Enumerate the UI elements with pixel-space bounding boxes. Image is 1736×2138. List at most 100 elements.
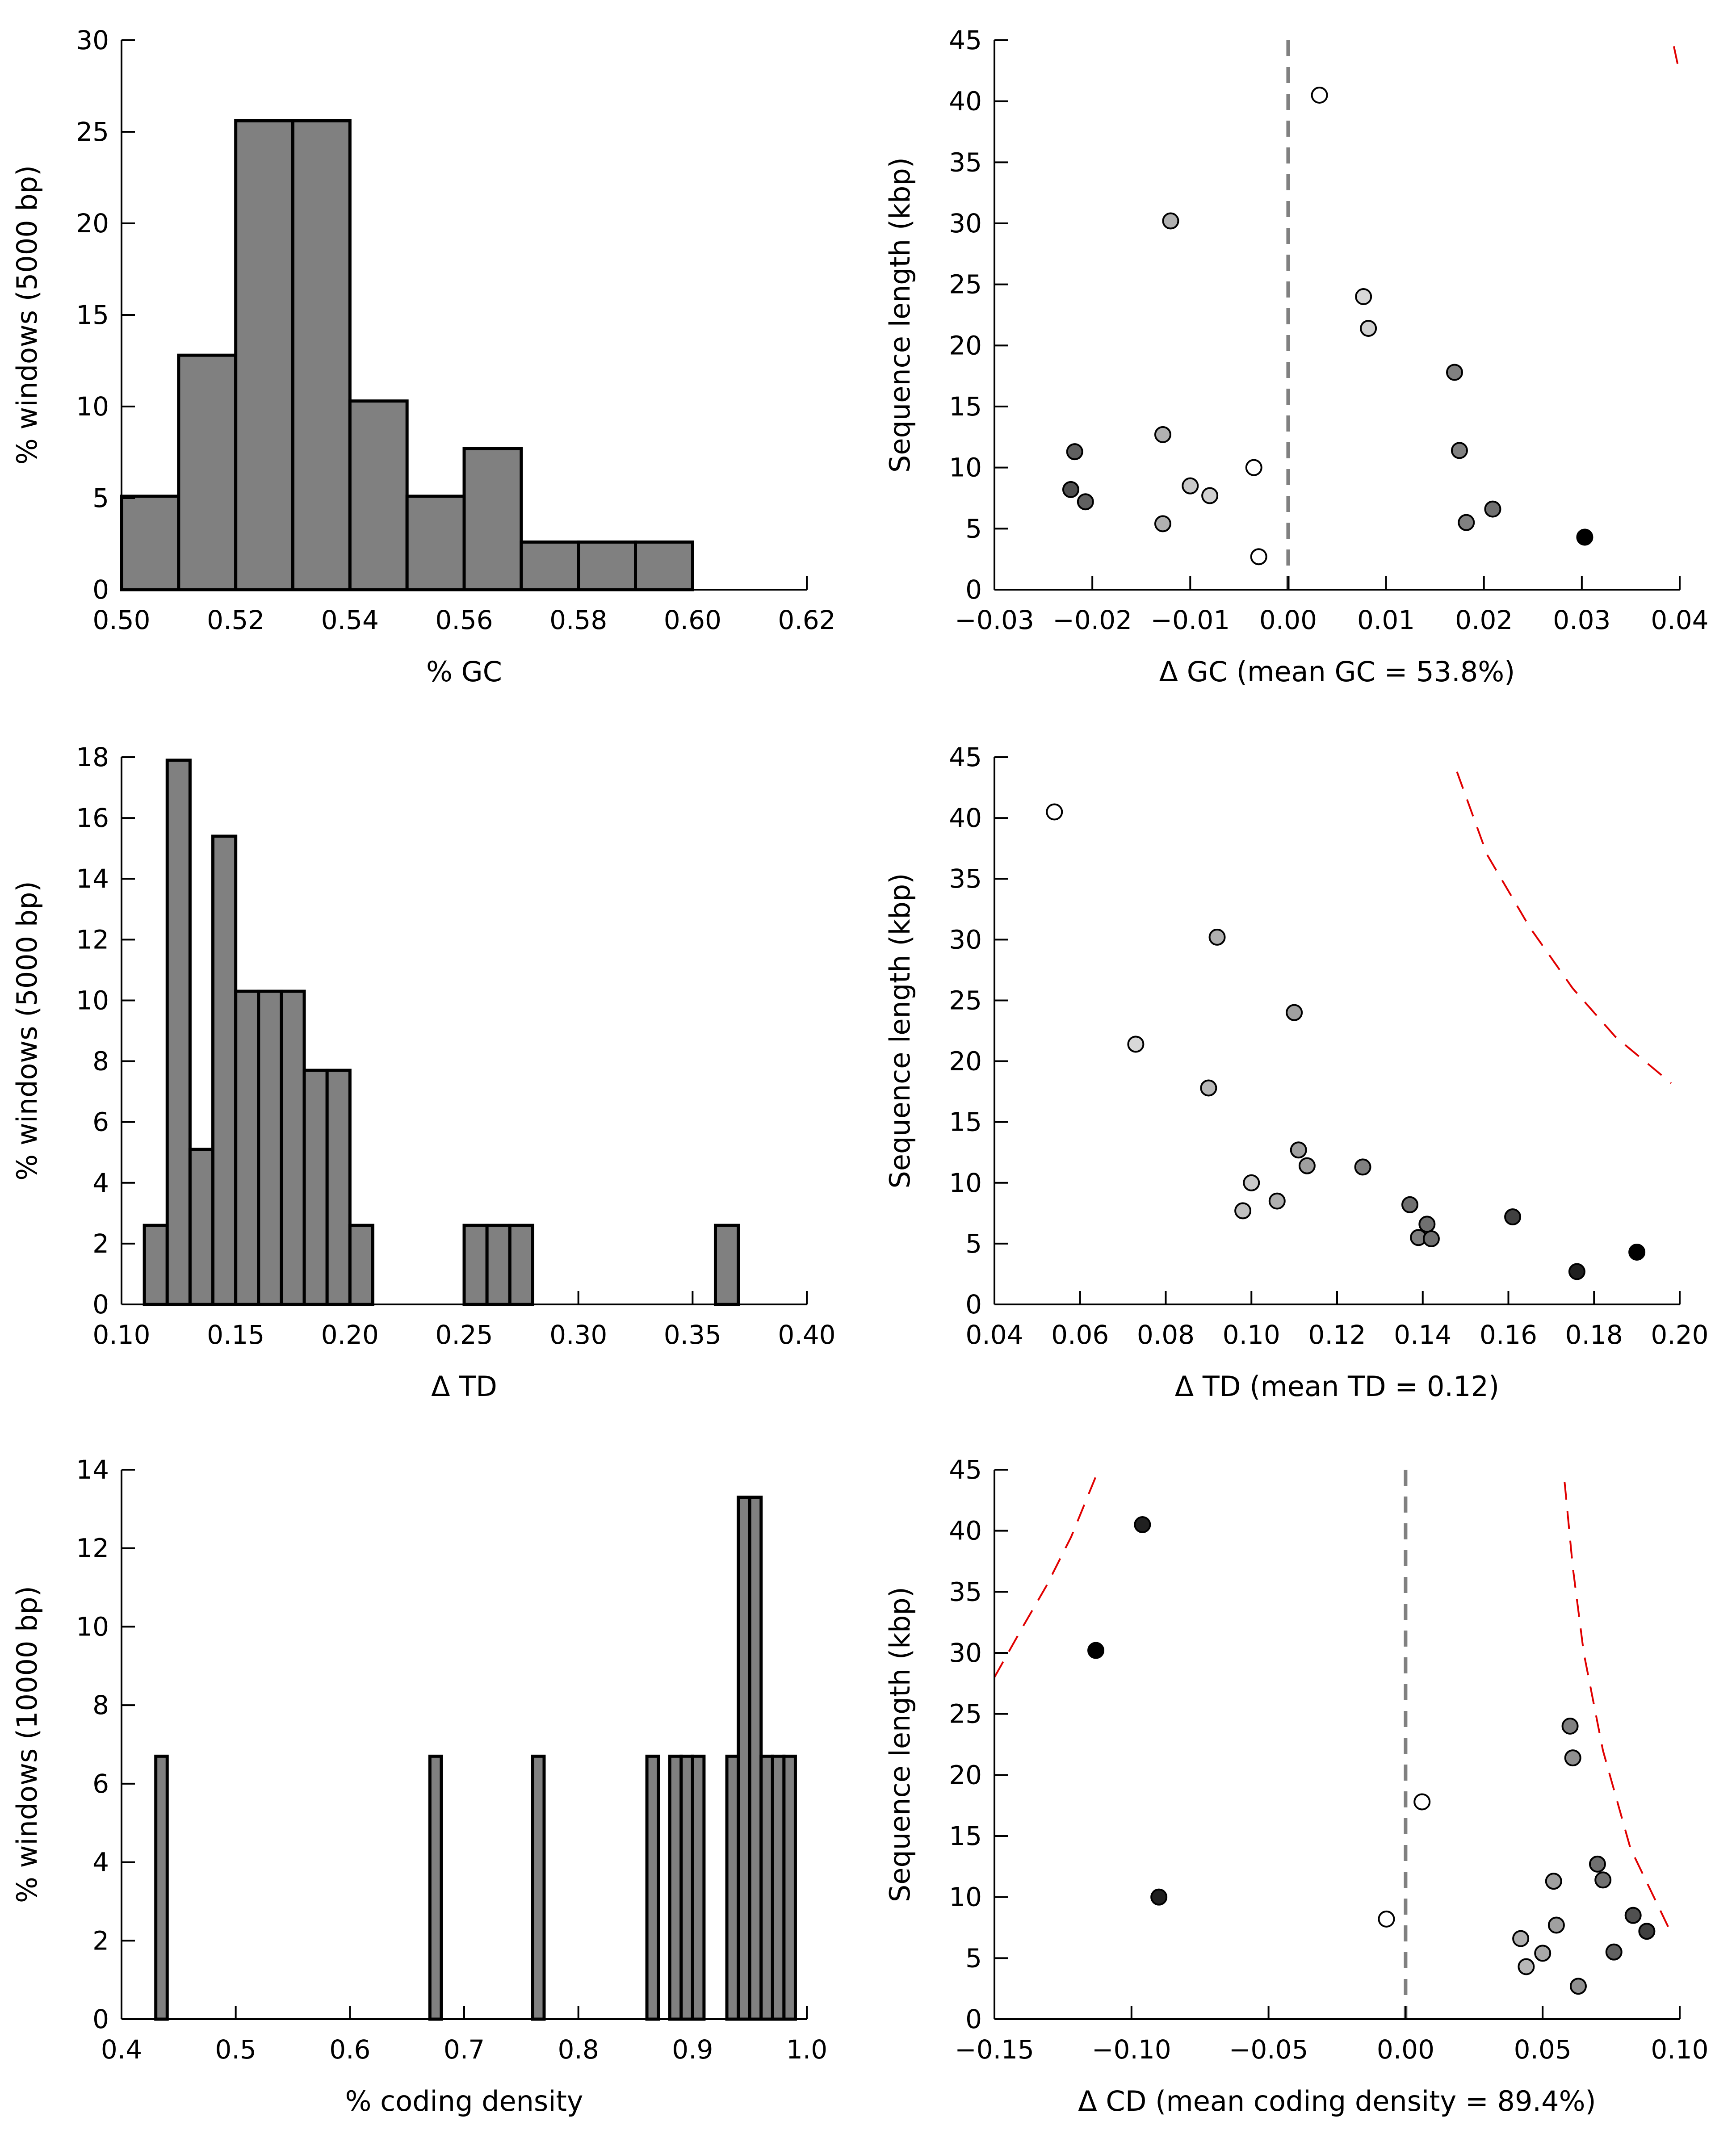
- cd-scatter-ytick-label-9: 45: [949, 1455, 982, 1485]
- td-hist-xtick-label-6: 0.40: [778, 1320, 835, 1350]
- td-scatter-ytick-label-2: 10: [949, 1168, 982, 1198]
- gc-hist-xtick-label-5: 0.60: [664, 605, 721, 635]
- gc-scatter-xtick-label-5: 0.02: [1455, 605, 1513, 635]
- cd-hist-xtick-label-3: 0.7: [444, 2034, 485, 2065]
- cd-scatter-ytick-label-8: 40: [949, 1516, 982, 1546]
- cd-hist-ytick-label-7: 14: [76, 1455, 109, 1485]
- gc-scatter-xtick-label-2: −0.01: [1150, 605, 1230, 635]
- td-scatter-point-6: [1298, 1157, 1316, 1174]
- td-hist-ytick-label-2: 4: [92, 1168, 109, 1198]
- td-scatter-point-0: [1046, 803, 1063, 821]
- cd-scatter-point-8: [1150, 1888, 1168, 1906]
- td-hist-bar-0: [143, 1224, 169, 1306]
- gc-scatter-point-15: [1154, 515, 1171, 532]
- td-scatter-ytick-label-9: 45: [949, 742, 982, 772]
- cd-scatter-point-12: [1638, 1923, 1656, 1940]
- gc-scatter-xtick-label-7: 0.04: [1651, 605, 1708, 635]
- td-hist-bar-1: [165, 759, 192, 1306]
- td-histogram-xlabel: Δ TD: [431, 1370, 497, 1403]
- gc-hist-xtick-label-1: 0.52: [207, 605, 264, 635]
- cd-scatter-ytick-label-3: 15: [949, 1821, 982, 1851]
- cd-scatter-ylabel: Sequence length (kbp): [884, 1587, 916, 1902]
- gc-hist-ytick-label-6: 30: [76, 25, 109, 55]
- td-scatter-ytick-label-5: 25: [949, 985, 982, 1015]
- gc-hist-xtick-label-4: 0.58: [549, 605, 607, 635]
- gc-scatter-xlabel: Δ GC (mean GC = 53.8%): [1159, 655, 1515, 688]
- td-hist-xtick-label-3: 0.25: [435, 1320, 493, 1350]
- cd-scatter-ytick-label-7: 35: [949, 1576, 982, 1607]
- td-scatter-point-12: [1504, 1208, 1522, 1225]
- gc-hist-bar-5: [405, 495, 466, 591]
- td-histogram-ylabel: % windows (5000 bp): [11, 881, 43, 1180]
- cd-scatter-threshold-curve-1: [1564, 1482, 1673, 1934]
- gc-scatter-ytick-label-5: 25: [949, 269, 982, 300]
- cd-hist-ytick-label-5: 10: [76, 1611, 109, 1642]
- td-hist-bar-10: [462, 1224, 489, 1306]
- td-scatter-xtick-label-6: 0.16: [1480, 1320, 1537, 1350]
- cd-scatter-point-1: [1087, 1642, 1105, 1659]
- cd-hist-xtick-label-1: 0.5: [215, 2034, 256, 2065]
- cd-hist-ytick-label-2: 4: [92, 1847, 109, 1878]
- gc-hist-bar-8: [577, 540, 637, 591]
- gc-scatter-point-0: [1311, 87, 1328, 104]
- td-hist-xtick-label-5: 0.35: [664, 1320, 721, 1350]
- gc-scatter-ytick-label-3: 15: [949, 391, 982, 422]
- cd-hist-bar-12: [782, 1754, 797, 2021]
- td-scatter-point-7: [1354, 1158, 1371, 1176]
- cd-scatter-ytick-label-5: 25: [949, 1699, 982, 1729]
- cd-hist-bar-5: [679, 1754, 694, 2021]
- td-hist-ytick-label-4: 8: [92, 1046, 109, 1077]
- td-scatter-point-16: [1628, 1243, 1646, 1261]
- gc-hist-xtick-label-3: 0.56: [435, 605, 493, 635]
- cd-hist-ytick-label-1: 2: [92, 1925, 109, 1956]
- cd-scatter-point-9: [1624, 1907, 1642, 1924]
- td-hist-ytick-label-1: 2: [92, 1228, 109, 1259]
- cd-hist-ytick-label-4: 8: [92, 1690, 109, 1720]
- cd-scatter-point-13: [1512, 1930, 1530, 1947]
- td-hist-bar-7: [302, 1069, 329, 1306]
- cd-scatter-point-10: [1378, 1910, 1395, 1928]
- cd-scatter-threshold-curve-0: [994, 1469, 1100, 1678]
- td-hist-ytick-label-8: 16: [76, 803, 109, 833]
- gc-scatter-xtick-label-3: 0.00: [1259, 605, 1317, 635]
- cd-scatter-xtick-label-3: 0.00: [1377, 2034, 1434, 2065]
- gc-scatter-ytick-label-6: 30: [949, 208, 982, 239]
- td-hist-bar-6: [280, 989, 306, 1306]
- td-scatter-ytick-label-3: 15: [949, 1107, 982, 1137]
- td-scatter-point-4: [1200, 1079, 1217, 1097]
- gc-scatter-panel: Δ GC (mean GC = 53.8%) Sequence length (…: [884, 25, 1709, 688]
- gc-scatter-ytick-label-0: 0: [965, 574, 982, 605]
- cd-hist-xtick-label-0: 0.4: [101, 2034, 142, 2065]
- cd-scatter-point-2: [1561, 1718, 1579, 1735]
- td-scatter-xtick-label-5: 0.14: [1394, 1320, 1451, 1350]
- gc-scatter-threshold-curve-0: [1673, 46, 1679, 65]
- td-scatter-point-11: [1234, 1202, 1252, 1220]
- cd-hist-bar-8: [737, 1496, 751, 2021]
- cd-scatter-ytick-label-6: 30: [949, 1638, 982, 1668]
- gc-hist-ytick-label-5: 25: [76, 117, 109, 147]
- cd-scatter-point-16: [1518, 1958, 1535, 1975]
- gc-scatter-xtick-label-0: −0.03: [955, 605, 1034, 635]
- cd-hist-xtick-label-5: 0.9: [672, 2034, 713, 2065]
- td-hist-xtick-label-0: 0.10: [92, 1320, 150, 1350]
- gc-histogram-ylabel: % windows (5000 bp): [11, 165, 43, 465]
- gc-hist-ytick-label-4: 20: [76, 208, 109, 239]
- gc-scatter-xtick-label-1: −0.02: [1053, 605, 1132, 635]
- cd-scatter-xtick-label-5: 0.10: [1651, 2034, 1708, 2065]
- td-scatter-point-17: [1568, 1263, 1585, 1280]
- cd-hist-bar-0: [154, 1754, 169, 2021]
- td-hist-ytick-label-5: 10: [76, 985, 109, 1015]
- cd-hist-bar-2: [531, 1754, 546, 2021]
- td-hist-xtick-label-2: 0.20: [321, 1320, 379, 1350]
- td-scatter-ytick-label-6: 30: [949, 924, 982, 955]
- cd-hist-ytick-label-6: 12: [76, 1533, 109, 1564]
- td-hist-xtick-label-4: 0.30: [549, 1320, 607, 1350]
- cd-scatter-point-4: [1413, 1793, 1431, 1811]
- gc-scatter-point-3: [1360, 320, 1377, 337]
- td-hist-bar-12: [508, 1224, 534, 1306]
- td-scatter-ytick-label-7: 35: [949, 864, 982, 894]
- td-scatter-xtick-label-7: 0.18: [1565, 1320, 1623, 1350]
- td-hist-bar-4: [234, 989, 260, 1306]
- td-scatter-point-13: [1418, 1216, 1436, 1233]
